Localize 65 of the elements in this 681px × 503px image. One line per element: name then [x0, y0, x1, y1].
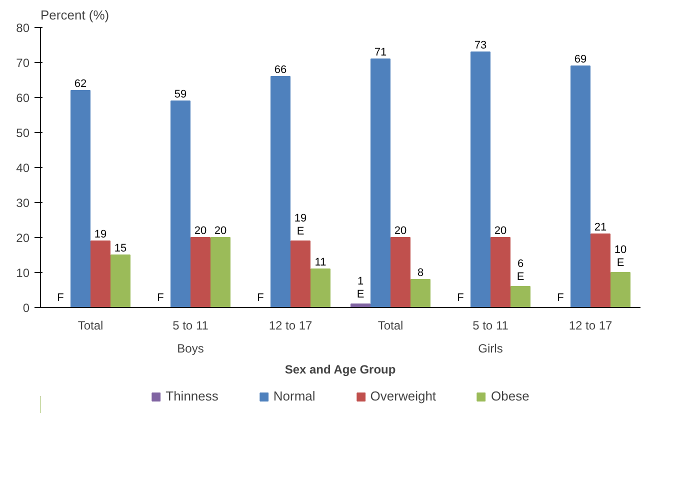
- data-label: 10 E: [614, 244, 627, 269]
- text: F: [457, 292, 464, 304]
- bar: [70, 90, 90, 308]
- y-tick-label: 80: [16, 21, 30, 35]
- data-label: 11: [314, 256, 326, 268]
- text: F: [257, 292, 264, 304]
- text: F: [157, 292, 164, 304]
- y-tick-label: 20: [16, 231, 30, 245]
- data-label: 66: [274, 64, 287, 76]
- data-label: 1 E: [356, 275, 364, 300]
- legend-label: Obese: [491, 388, 530, 404]
- bar: [390, 237, 410, 308]
- bar: [570, 66, 590, 308]
- x-tick-label: Total: [378, 318, 404, 332]
- text: F: [57, 292, 64, 304]
- bar: [290, 240, 310, 308]
- bar: [170, 100, 190, 308]
- x-axis-title: Sex and Age Group: [284, 362, 396, 376]
- bar: [270, 76, 290, 308]
- data-label: 21: [594, 222, 607, 234]
- data-label: 59: [174, 88, 187, 100]
- text: Girls: [478, 342, 503, 356]
- data-label: 20: [394, 225, 407, 237]
- legend-label: Thinness: [166, 388, 218, 404]
- y-tick-label: 70: [16, 56, 30, 70]
- data-label: 20: [194, 225, 207, 237]
- y-tick-label: 30: [16, 196, 30, 210]
- text: F: [557, 292, 564, 304]
- x-tick-label: 12 to 17: [568, 318, 613, 332]
- data-label: 19 E: [294, 212, 307, 238]
- bar: [310, 268, 330, 308]
- data-label: 62: [74, 78, 87, 90]
- bar: [510, 286, 530, 308]
- legend-label: Normal: [273, 388, 316, 404]
- y-tick-label: 60: [16, 91, 30, 105]
- y-tick-label: 10: [16, 266, 30, 280]
- data-label: 15: [114, 242, 127, 254]
- y-axis-title: Percent (%): [40, 8, 110, 22]
- data-label: 20: [214, 225, 227, 237]
- bar: [610, 272, 630, 308]
- data-label: 6 E: [516, 258, 524, 283]
- bar: [590, 234, 610, 308]
- data-label: 71: [374, 46, 387, 58]
- data-label: 19: [94, 228, 107, 240]
- x-tick-label: 5 to 11: [472, 318, 509, 332]
- bar: [210, 237, 230, 308]
- data-label: 69: [574, 54, 587, 66]
- legend-label: Overweight: [370, 388, 436, 404]
- x-tick-label: Total: [78, 318, 104, 332]
- bar: [470, 52, 490, 308]
- bar: [90, 240, 110, 308]
- data-label: 20: [494, 225, 507, 237]
- x-tick-label: 12 to 17: [268, 318, 313, 332]
- bar: [370, 58, 390, 308]
- bar: [190, 237, 210, 308]
- bar: [490, 237, 510, 308]
- y-tick-label: 40: [16, 161, 30, 175]
- text: Boys: [177, 342, 204, 356]
- data-label: 8: [417, 267, 424, 279]
- y-tick-label: 0: [22, 301, 30, 315]
- x-tick-label: 5 to 11: [172, 318, 209, 332]
- data-label: 73: [474, 40, 487, 52]
- y-tick-label: 50: [16, 126, 30, 140]
- bar: [110, 254, 130, 308]
- bar: [410, 279, 430, 308]
